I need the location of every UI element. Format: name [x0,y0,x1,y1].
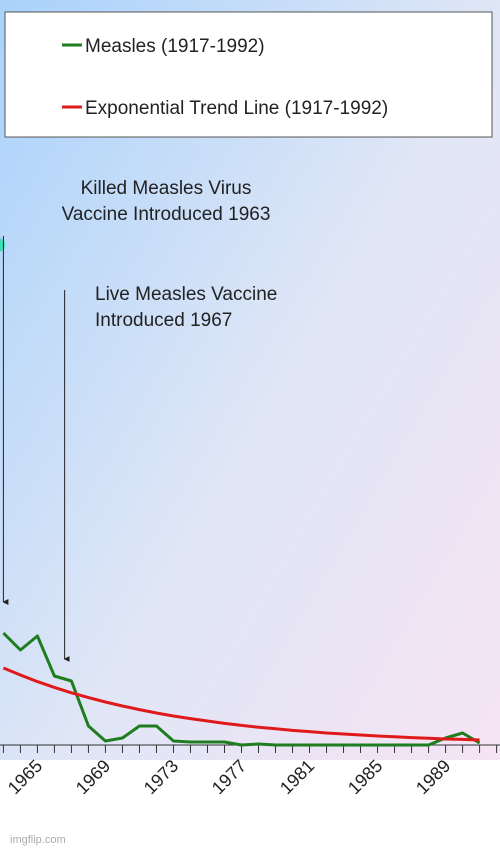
series-line [2,631,481,747]
legend-label: Measles (1917-1992) [85,36,265,57]
annotation: Killed Measles Virus [81,178,252,199]
watermark: imgflip.com [10,834,66,846]
series-line [2,666,480,742]
annotation: Live Measles Vaccine [95,284,277,305]
legend-label: Exponential Trend Line (1917-1992) [85,98,388,119]
annotation: Introduced 1967 [95,310,232,331]
axis-area [0,760,500,849]
annotation: Vaccine Introduced 1963 [62,204,271,225]
legend [4,11,493,138]
